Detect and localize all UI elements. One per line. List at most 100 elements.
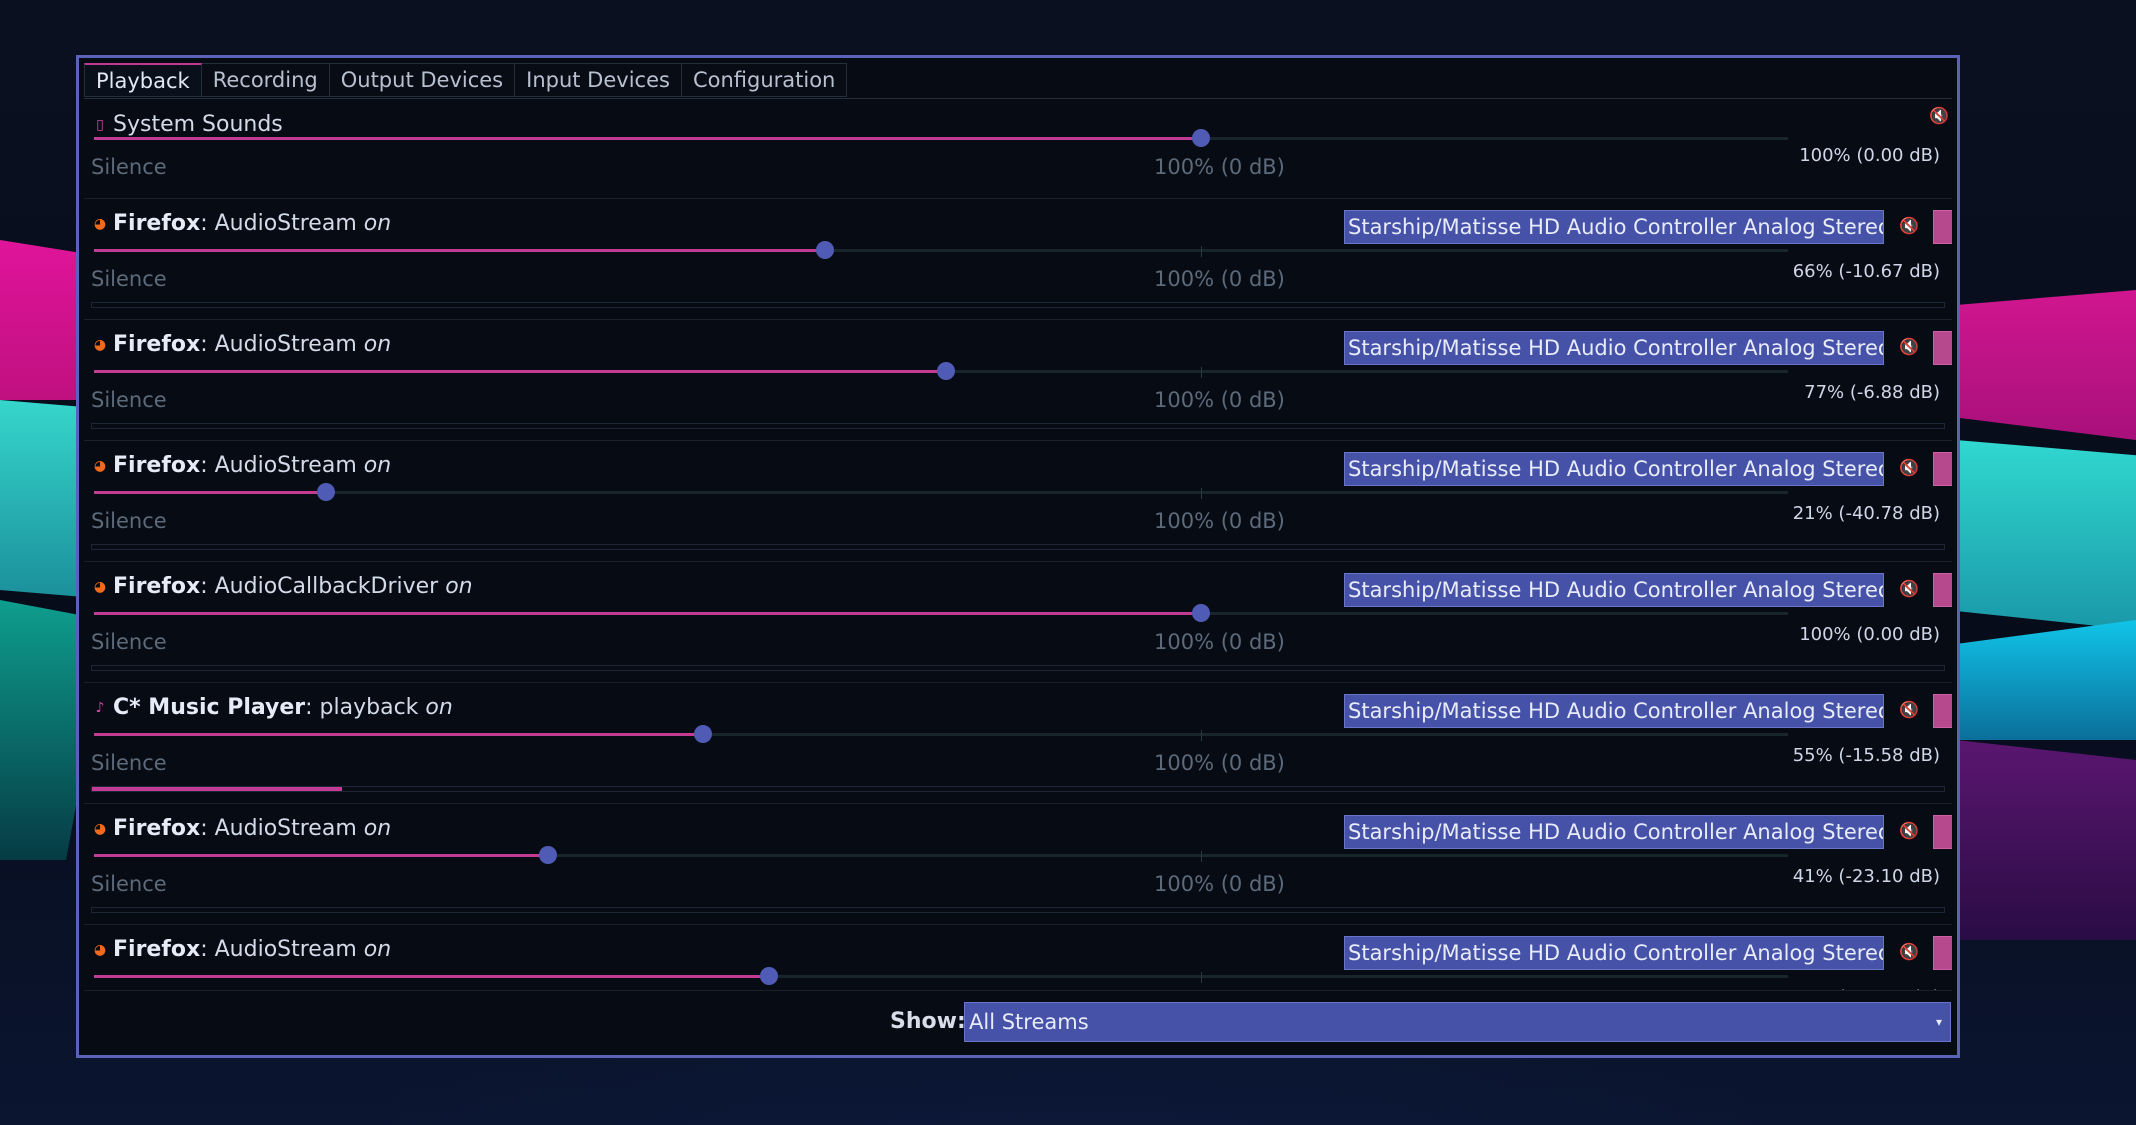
volume-slider-handle[interactable] bbox=[694, 725, 712, 743]
stream-title: ◕ Firefox: AudioStream on bbox=[91, 332, 391, 357]
volume-percent: 100% (0.00 dB) bbox=[1799, 145, 1940, 166]
zero-db-label: 100% (0 dB) bbox=[1154, 872, 1285, 896]
tab-divider bbox=[84, 98, 1952, 99]
tab-input-devices[interactable]: Input Devices bbox=[515, 63, 682, 97]
tab-configuration[interactable]: Configuration bbox=[681, 63, 848, 97]
system-sounds-label: System Sounds bbox=[113, 112, 283, 137]
lock-channels-toggle[interactable] bbox=[1933, 331, 1952, 365]
volume-slider[interactable] bbox=[94, 725, 1788, 743]
mute-icon[interactable]: 🔇 bbox=[1899, 337, 1919, 356]
lock-channels-toggle[interactable] bbox=[1933, 573, 1952, 607]
volume-slider[interactable] bbox=[94, 129, 1788, 147]
stream-state: on bbox=[363, 937, 392, 962]
app-name: Firefox bbox=[113, 332, 201, 357]
output-device-select[interactable]: Starship/Matisse HD Audio Controller Ana… bbox=[1344, 331, 1884, 365]
zero-db-label: 100% (0 dB) bbox=[1154, 630, 1285, 654]
volume-slider[interactable] bbox=[94, 241, 1788, 259]
tab-output-devices[interactable]: Output Devices bbox=[329, 63, 516, 97]
volume-slider-handle[interactable] bbox=[539, 846, 557, 864]
firefox-icon: ◕ bbox=[93, 821, 107, 837]
silence-label: Silence bbox=[91, 509, 167, 533]
firefox-icon: ◕ bbox=[93, 579, 107, 595]
stream-title: ▯ System Sounds bbox=[91, 112, 283, 137]
stream-row: ◕ Firefox: AudioStream on Starship/Matiss… bbox=[84, 320, 1952, 441]
stream-row: ◕ Firefox: AudioStream on Starship/Matiss… bbox=[84, 804, 1952, 925]
firefox-icon: ◕ bbox=[93, 337, 107, 353]
mute-icon[interactable]: 🔇 bbox=[1899, 216, 1919, 235]
mute-icon[interactable]: 🔇 bbox=[1899, 821, 1919, 840]
show-label: Show: bbox=[890, 1009, 966, 1034]
silence-label: Silence bbox=[91, 155, 167, 179]
tab-playback[interactable]: Playback bbox=[84, 63, 202, 97]
volume-fill bbox=[94, 975, 769, 978]
mute-icon[interactable]: 🔇 bbox=[1929, 106, 1949, 125]
stream-name: : AudioStream bbox=[200, 332, 357, 357]
zero-db-tick bbox=[1201, 488, 1202, 499]
mute-icon[interactable]: 🔇 bbox=[1899, 458, 1919, 477]
output-device-select[interactable]: Starship/Matisse HD Audio Controller Ana… bbox=[1344, 694, 1884, 728]
lock-channels-toggle[interactable] bbox=[1933, 815, 1952, 849]
show-filter-select[interactable]: All Streams ▾ bbox=[964, 1002, 1951, 1042]
mute-icon[interactable]: 🔇 bbox=[1899, 942, 1919, 961]
volume-fill bbox=[94, 854, 548, 857]
output-device-select[interactable]: Starship/Matisse HD Audio Controller Ana… bbox=[1344, 573, 1884, 607]
stream-title: ◕ Firefox: AudioStream on bbox=[91, 211, 391, 236]
volume-slider-handle[interactable] bbox=[317, 483, 335, 501]
stream-row: ◕ Firefox: AudioStream on Starship/Matiss… bbox=[84, 925, 1952, 990]
volume-fill bbox=[94, 733, 703, 736]
zero-db-label: 100% (0 dB) bbox=[1154, 509, 1285, 533]
volume-fill bbox=[94, 612, 1201, 615]
output-device-select[interactable]: Starship/Matisse HD Audio Controller Ana… bbox=[1344, 210, 1884, 244]
app-name: Firefox bbox=[113, 211, 201, 236]
lock-channels-toggle[interactable] bbox=[1933, 694, 1952, 728]
stream-state: on bbox=[425, 695, 453, 720]
footer-bar: Show: All Streams ▾ bbox=[84, 990, 1952, 1053]
volume-slider-handle[interactable] bbox=[760, 967, 778, 985]
zero-db-label: 100% (0 dB) bbox=[1154, 388, 1285, 412]
volume-percent: 21% (-40.78 dB) bbox=[1792, 503, 1940, 524]
firefox-icon: ◕ bbox=[93, 458, 107, 474]
stream-name: : playback bbox=[305, 695, 419, 720]
stream-name: : AudioStream bbox=[200, 211, 357, 236]
tab-recording[interactable]: Recording bbox=[201, 63, 330, 97]
volume-slider[interactable] bbox=[94, 483, 1788, 501]
volume-slider[interactable] bbox=[94, 967, 1788, 985]
stream-state: on bbox=[363, 453, 392, 478]
stream-row: ♪ C* Music Player: playback on Starship/M… bbox=[84, 683, 1952, 804]
stream-list[interactable]: ▯ System Sounds 🔇 100% (0.00 dB) Silence … bbox=[84, 100, 1952, 990]
volume-fill bbox=[94, 137, 1201, 140]
zero-db-tick bbox=[1201, 730, 1202, 741]
stream-title: ◕ Firefox: AudioCallbackDriver on bbox=[91, 574, 473, 599]
stream-state: on bbox=[363, 211, 392, 236]
chevron-down-icon[interactable]: ▾ bbox=[1935, 1015, 1942, 1029]
music-note-icon: ♪ bbox=[95, 700, 105, 716]
output-device-select[interactable]: Starship/Matisse HD Audio Controller Ana… bbox=[1344, 452, 1884, 486]
zero-db-label: 100% (0 dB) bbox=[1154, 751, 1285, 775]
output-device-select[interactable]: Starship/Matisse HD Audio Controller Ana… bbox=[1344, 936, 1884, 970]
zero-db-tick bbox=[1201, 972, 1202, 983]
volume-slider[interactable] bbox=[94, 362, 1788, 380]
show-filter-value: All Streams bbox=[969, 1010, 1089, 1034]
stream-title: ◕ Firefox: AudioStream on bbox=[91, 937, 391, 962]
silence-label: Silence bbox=[91, 630, 167, 654]
stream-name: : AudioStream bbox=[200, 816, 357, 841]
stream-name: : AudioStream bbox=[200, 937, 357, 962]
stream-row: ◕ Firefox: AudioStream on Starship/Matiss… bbox=[84, 441, 1952, 562]
volume-slider-handle[interactable] bbox=[1192, 129, 1210, 147]
lock-channels-toggle[interactable] bbox=[1933, 210, 1952, 244]
lock-channels-toggle[interactable] bbox=[1933, 936, 1952, 970]
mute-icon[interactable]: 🔇 bbox=[1899, 700, 1919, 719]
volume-slider[interactable] bbox=[94, 604, 1788, 622]
system-sounds-row: ▯ System Sounds 🔇 100% (0.00 dB) Silence … bbox=[84, 100, 1952, 199]
stream-name: : AudioCallbackDriver bbox=[200, 574, 439, 599]
lock-channels-toggle[interactable] bbox=[1933, 452, 1952, 486]
mute-icon[interactable]: 🔇 bbox=[1899, 579, 1919, 598]
app-name: Firefox bbox=[113, 937, 201, 962]
volume-slider[interactable] bbox=[94, 846, 1788, 864]
volume-slider-handle[interactable] bbox=[1192, 604, 1210, 622]
volume-slider-handle[interactable] bbox=[816, 241, 834, 259]
volume-percent: 100% (0.00 dB) bbox=[1799, 624, 1940, 645]
output-device-select[interactable]: Starship/Matisse HD Audio Controller Ana… bbox=[1344, 815, 1884, 849]
volume-slider-handle[interactable] bbox=[937, 362, 955, 380]
volume-percent: 61% (-12.96 dB) bbox=[1793, 987, 1940, 990]
